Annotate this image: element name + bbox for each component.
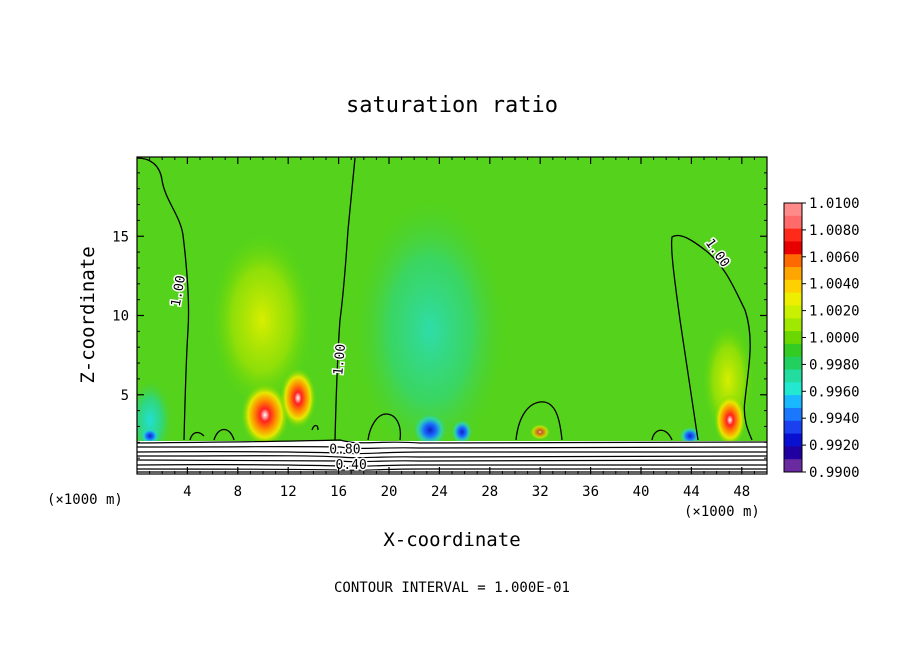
shading-hotspot-west [241,383,289,447]
shading-hotspot-mid [280,368,316,428]
colorbar-swatch [784,433,802,447]
contour-1-00-mound-5 [189,431,205,441]
contour-label: 0.40 [336,458,367,473]
ground-contours [137,439,767,473]
contour-label: 0.80 [329,442,360,457]
shading-hotspot-east [714,394,746,446]
ground-line [137,455,767,459]
colorbar-swatch [784,459,802,473]
contour-1-00-mound-41 [651,429,673,441]
colorbar-swatch [784,203,802,217]
x-axis-title: X-coordinate [383,529,520,551]
x-axis-unit-label-left: (×1000 m) [47,492,123,508]
x-tick-label: 8 [234,484,242,500]
colorbar-level-label: 1.0060 [809,250,860,266]
contour-1-00-mound-8 [213,428,235,441]
colorbar-swatch [784,369,802,383]
y-tick-label: 15 [112,229,129,245]
colorbar-level-label: 0.9920 [809,438,860,454]
colorbar-level-label: 1.0100 [809,196,860,212]
colorbar-level-label: 0.9980 [809,357,860,373]
x-tick-label: 40 [633,484,650,500]
contour-small-14 [311,424,319,431]
ground-line [137,459,767,463]
contour-1-00-east [670,234,753,441]
colorbar-swatch [784,267,802,281]
colorbar-swatch [784,407,802,422]
x-tick-label: 48 [733,484,750,500]
shading-blue-44 [680,427,700,445]
x-tick-label: 20 [381,484,398,500]
colorbar-level-label: 1.0000 [809,331,860,347]
y-axis-title: Z-coordinate [77,246,99,383]
y-tick-label: 10 [112,309,129,325]
colorbar-level-label: 0.9900 [809,465,860,481]
x-tick-label: 36 [582,484,599,500]
contour-1-00-mound-32 [515,401,563,441]
colorbar-swatch [784,305,802,319]
shading-blue-26 [452,420,472,444]
shading-hotspot-small-32 [530,424,550,440]
x-tick-label: 24 [431,484,448,500]
x-tick-label: 12 [280,484,297,500]
colorbar-swatch [784,254,802,268]
plot-area [137,157,767,474]
shading-blue-0 [141,428,159,444]
colorbar-level-label: 1.0080 [809,223,860,239]
colorbar-level-label: 1.0020 [809,304,860,320]
colorbar-swatch [784,446,802,460]
ground-line [137,450,767,455]
ground-line [137,463,767,467]
contour-lines [137,157,753,441]
y-tick-label: 5 [121,388,129,404]
contour-1-00-west [137,157,190,441]
shading-cyan-central [355,200,505,460]
colorbar-swatch [784,292,802,306]
ground-line [137,445,767,449]
contour-label: 1.00 [331,343,349,376]
colorbar-swatch [784,279,802,294]
chart-title: saturation ratio [346,93,558,118]
colorbar-swatch [784,331,802,345]
y-axis: 5 10 15 [112,172,767,459]
x-tick-label: 32 [532,484,549,500]
x-tick-label: 4 [183,484,191,500]
x-axis: 4 8 12 16 20 24 28 32 36 40 44 48 [149,157,755,500]
colorbar-swatch [784,241,802,255]
colorbar-level-label: 0.9960 [809,384,860,400]
ground-line [137,439,767,444]
x-tick-label: 28 [481,484,498,500]
colorbar-swatch [784,382,802,396]
colorbar-level-label: 0.9940 [809,411,860,427]
colorbar-swatch [784,395,802,409]
contour-interval-note: CONTOUR INTERVAL = 1.000E-01 [334,580,570,596]
contour-1-00-mound-18 [367,413,402,441]
colorbar-swatch [784,215,802,230]
colorbar-level-label: 1.0040 [809,277,860,293]
shading-blue-24 [414,414,446,446]
x-tick-label: 44 [683,484,700,500]
colorbar-swatch [784,420,802,435]
contour-1-00-central [334,157,356,441]
colorbar-swatch [784,228,802,242]
colorbar-swatch [784,356,802,371]
colorbar: 1.0100 1.0080 1.0060 1.0040 1.0020 1.0000 0.99… [783,196,860,481]
contour-label: 1.00 [169,274,189,307]
x-tick-label: 16 [330,484,347,500]
colorbar-swatch [784,318,802,332]
shading-yellow-west [212,235,312,405]
x-axis-unit-label-right: (×1000 m) [684,504,760,520]
colorbar-swatch [784,343,802,358]
ground-line [137,468,767,471]
